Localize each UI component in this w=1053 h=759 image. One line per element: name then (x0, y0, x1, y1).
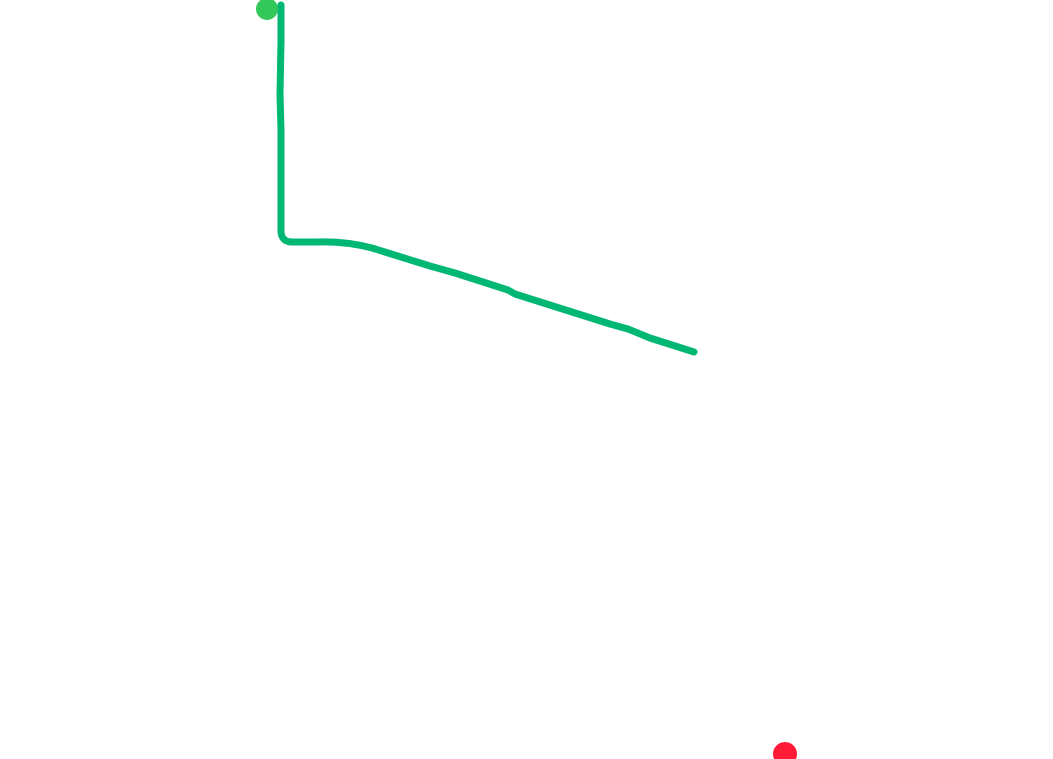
end-dot-icon[interactable] (773, 742, 797, 759)
start-dot-icon[interactable] (256, 0, 278, 20)
route-line (276, 1, 698, 356)
